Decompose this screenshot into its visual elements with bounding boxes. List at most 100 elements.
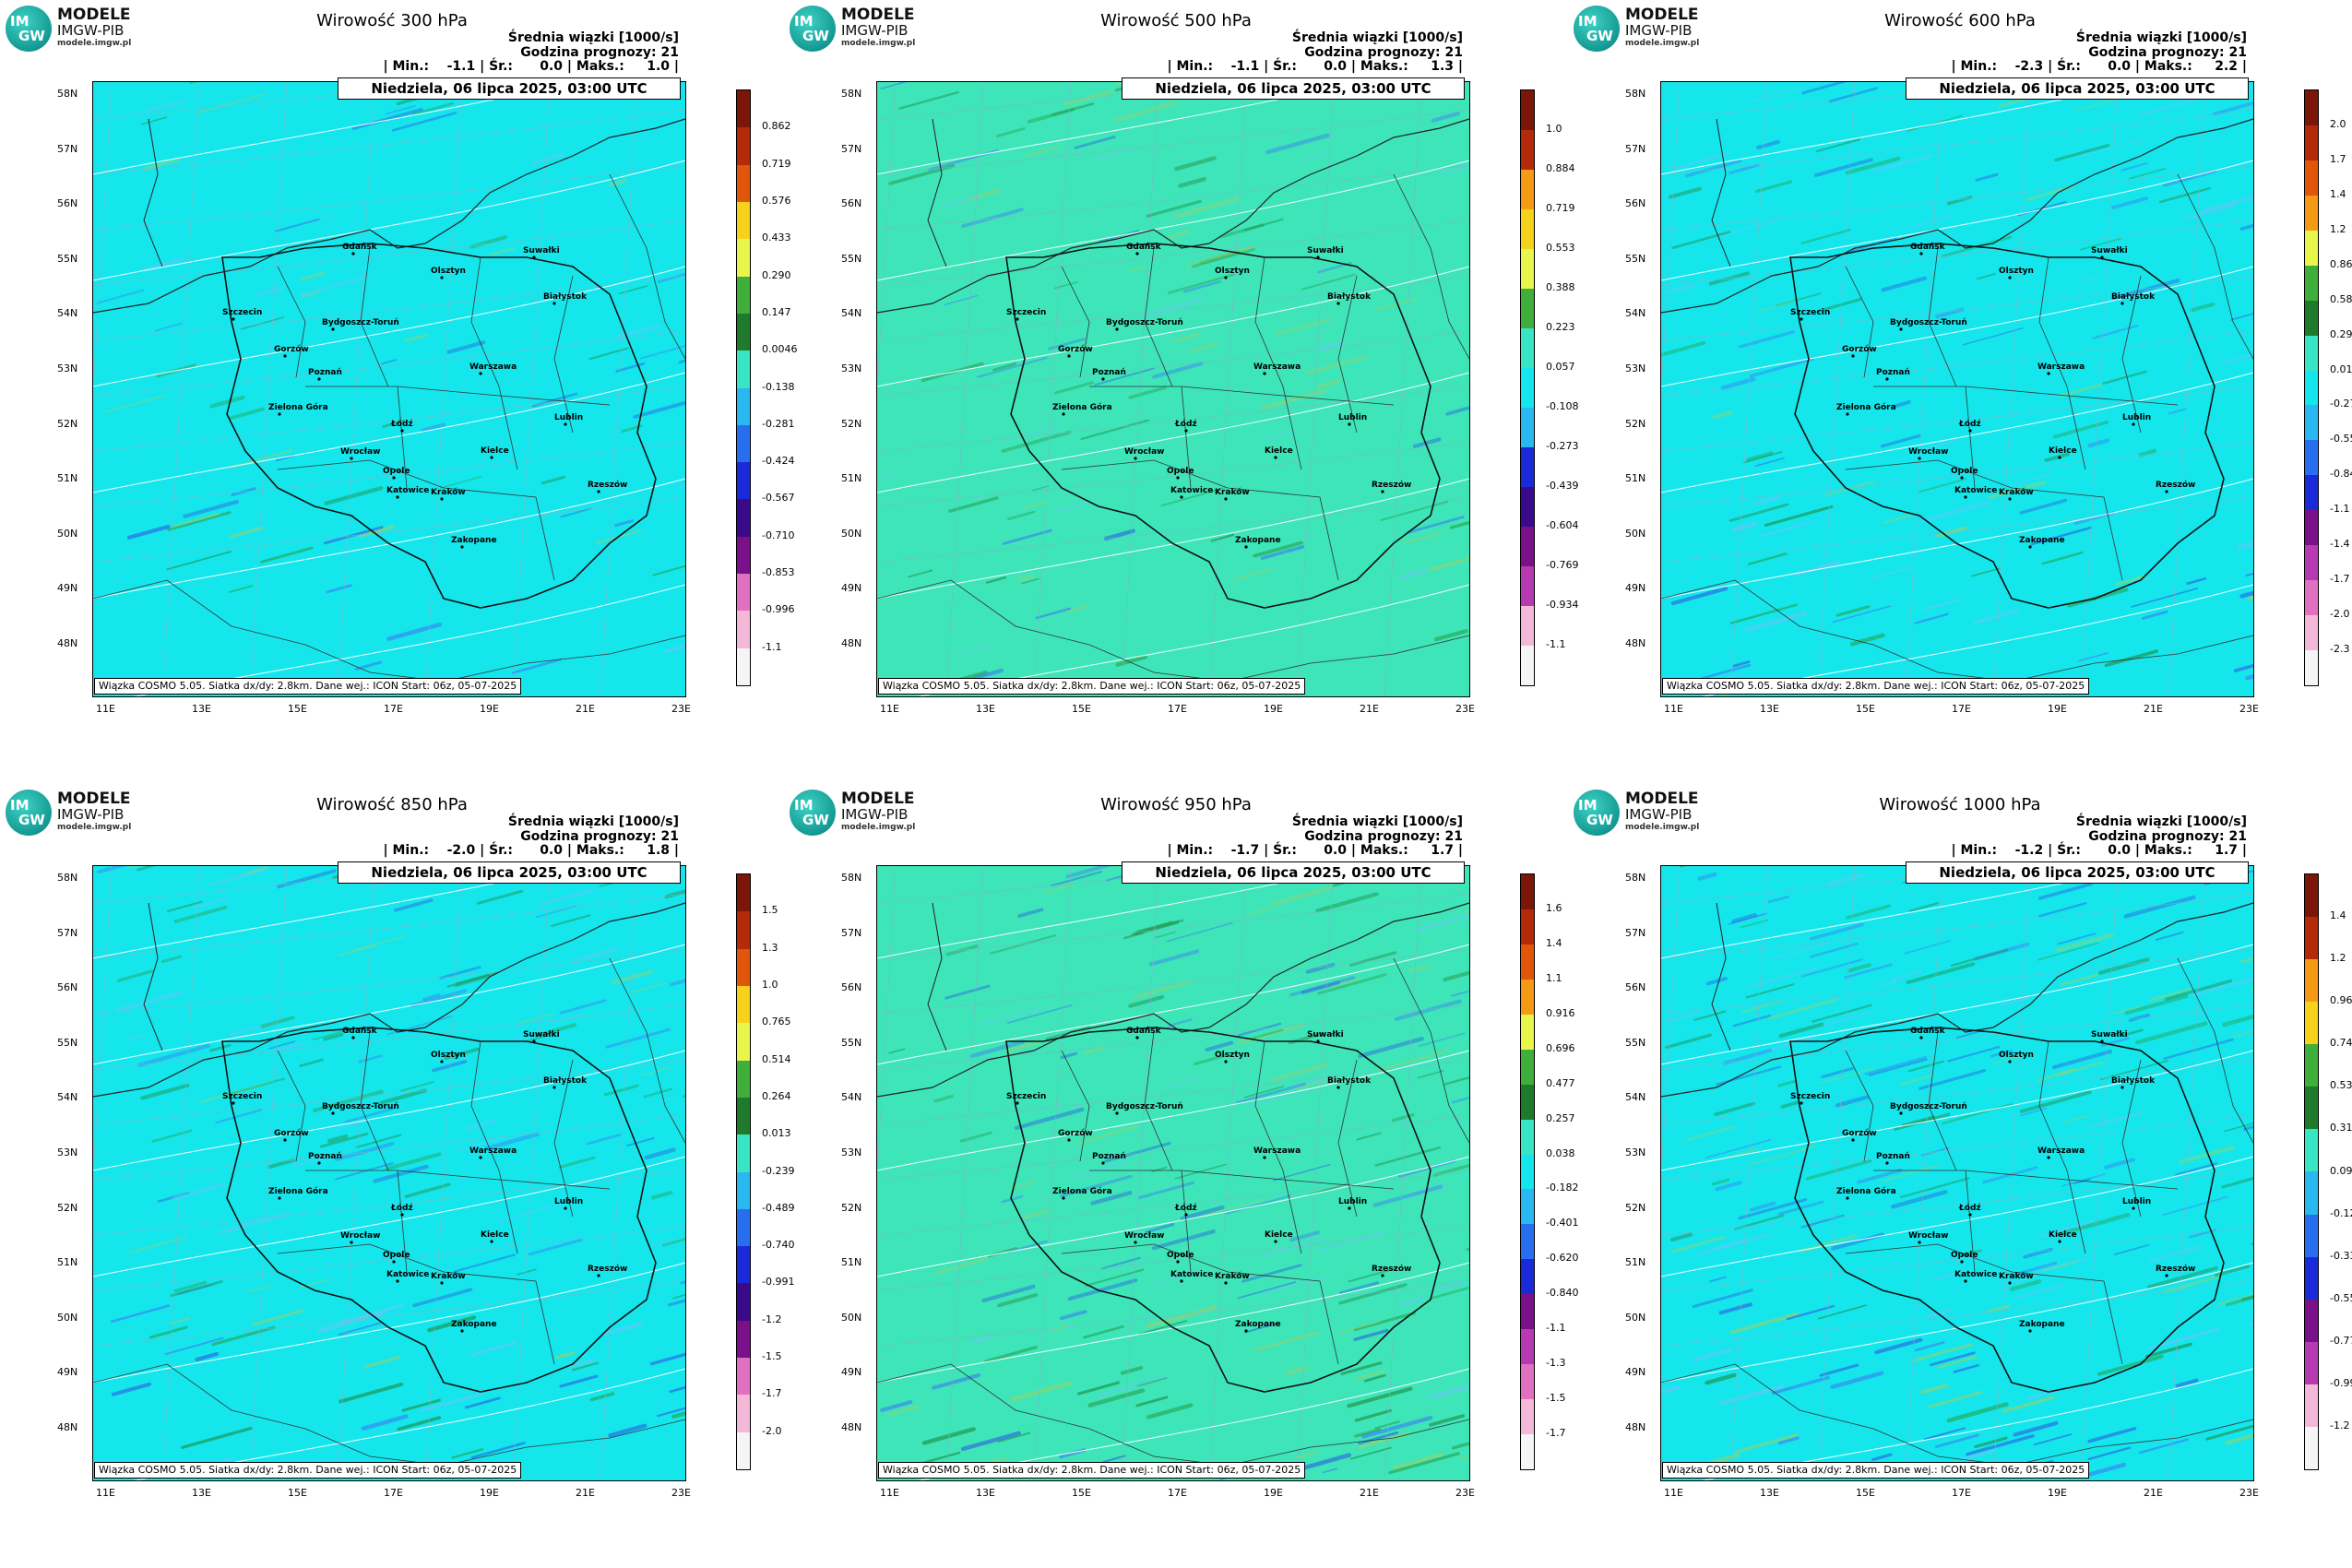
latitude-label: 56N <box>57 981 78 994</box>
imgw-badge-icon: IM GW <box>1574 6 1620 52</box>
city-label: Wrocław <box>1908 1231 1949 1241</box>
brand-url: modele.imgw.pl <box>57 39 132 48</box>
latitude-label: 55N <box>57 252 78 265</box>
city-label: Olsztyn <box>431 1051 466 1060</box>
latitude-label: 58N <box>841 88 862 100</box>
latitude-label: 54N <box>841 1091 862 1104</box>
city-label: Suwałki <box>523 1030 560 1039</box>
latitude-label: 58N <box>57 872 78 884</box>
latitude-label: 48N <box>57 637 78 649</box>
color-scale-label: -0.934 <box>1546 599 1579 611</box>
longitude-label: 23E <box>1455 1487 1475 1499</box>
longitude-label: 13E <box>192 1487 211 1499</box>
color-scale-segment <box>1521 130 1534 170</box>
brand-name: MODELE <box>841 6 915 24</box>
longitude-label: 17E <box>1168 703 1187 715</box>
info-box: Średnia wiązki [1000/s] Godzina prognozy… <box>1951 30 2247 75</box>
city-label: Wrocław <box>340 1231 381 1241</box>
latitude-label: 53N <box>1625 1146 1646 1158</box>
color-scale-label: 1.4 <box>2330 909 2346 922</box>
city-label: Bydgoszcz-Toruń <box>1890 318 1967 327</box>
color-scale-segment <box>737 1023 750 1061</box>
color-scale-label: 0.576 <box>762 194 791 207</box>
latitude-label: 56N <box>841 981 862 994</box>
city-label: Łódź <box>391 420 413 429</box>
city-label: Zakopane <box>1235 1320 1281 1329</box>
color-scale-label: 0.719 <box>762 157 791 170</box>
color-scale-label: 1.7 <box>2330 152 2346 165</box>
latitude-label: 57N <box>841 142 862 155</box>
imgw-badge-icon: IM GW <box>790 6 836 52</box>
color-scale-segment <box>2305 510 2318 546</box>
color-scale-label: -0.991 <box>762 1276 795 1289</box>
longitude-label: 19E <box>1264 703 1283 715</box>
color-scale-segment <box>2305 1087 2318 1130</box>
city-label: Opole <box>1951 467 1978 476</box>
city-label: Gorzów <box>1058 1129 1093 1138</box>
date-box: Niedziela, 06 lipca 2025, 03:00 UTC <box>338 861 681 884</box>
color-scale-segment <box>2305 1002 2318 1045</box>
panel-title: Wirowość 600 hPa <box>1884 11 2036 30</box>
color-scale-label: 0.866 <box>2330 257 2352 270</box>
color-scale-label: -0.122 <box>2330 1206 2352 1219</box>
color-scale-bar <box>1520 89 1535 686</box>
color-scale-segment <box>1521 1084 1534 1120</box>
color-scale-segment <box>737 985 750 1024</box>
longitude-label: 13E <box>1760 703 1779 715</box>
longitude-label: 17E <box>384 703 403 715</box>
badge-text-bottom: GW <box>802 28 829 44</box>
color-scale-bar <box>1520 873 1535 1470</box>
latitude-label: 56N <box>841 197 862 210</box>
color-scale-segment <box>1521 1329 1534 1365</box>
city-label: Katowice <box>1170 1270 1214 1279</box>
brand-name: MODELE <box>57 790 131 808</box>
city-label: Kraków <box>1999 1272 2034 1281</box>
color-scale-label: 0.916 <box>1546 1006 1575 1019</box>
color-scale-label: 0.314 <box>2330 1122 2352 1134</box>
imgw-badge-icon: IM GW <box>790 790 836 836</box>
color-scale-segment <box>1521 249 1534 289</box>
city-label: Kielce <box>2049 446 2077 456</box>
city-label: Gdańsk <box>1126 1027 1161 1036</box>
color-scale-segment <box>1521 1119 1534 1155</box>
color-scale-segment <box>1521 1224 1534 1260</box>
color-scale-segment <box>1521 527 1534 566</box>
longitude-label: 15E <box>288 703 307 715</box>
color-scale-label: -1.2 <box>2330 1419 2350 1431</box>
color-scale-label: -1.1 <box>2330 503 2350 516</box>
color-scale-label: -0.489 <box>762 1201 795 1214</box>
color-scale-segment <box>1521 90 1534 130</box>
color-scale-label: 0.862 <box>762 120 791 133</box>
color-scale-label: -1.7 <box>2330 573 2350 586</box>
latitude-label: 49N <box>1625 582 1646 595</box>
longitude-label: 23E <box>671 703 691 715</box>
latitude-label: 56N <box>1625 197 1646 210</box>
city-label: Gdańsk <box>1126 243 1161 252</box>
stats-line: | Min.: -2.3 | Śr.: 0.0 | Maks.: 2.2 | <box>1951 59 2247 74</box>
color-scale-label: 1.2 <box>2330 952 2346 965</box>
color-scale-label: -0.769 <box>1546 559 1579 571</box>
city-label: Białystok <box>543 292 588 302</box>
color-scale-segment <box>2305 1044 2318 1087</box>
color-scale-label: 0.0046 <box>762 343 798 356</box>
color-scale-segment <box>1521 1399 1534 1434</box>
color-scale-label: -0.557 <box>2330 1291 2352 1304</box>
city-label: Opole <box>1167 467 1194 476</box>
city-label: Warszawa <box>469 1146 517 1156</box>
city-label: Białystok <box>1327 292 1372 302</box>
city-label: Kielce <box>2049 1230 2077 1240</box>
color-scale-label: 0.296 <box>2330 327 2352 340</box>
color-scale-segment <box>737 1283 750 1321</box>
city-label: Suwałki <box>2091 246 2128 255</box>
city-label: Zielona Góra <box>268 403 328 412</box>
color-scale-label: -1.7 <box>762 1387 782 1400</box>
color-scale-segment <box>2305 90 2318 125</box>
color-scale-label: -0.439 <box>1546 480 1579 492</box>
info-box: Średnia wiązki [1000/s] Godzina prognozy… <box>1168 30 1463 75</box>
color-scale-segment <box>2305 1426 2318 1469</box>
vorticity-map: Gdańsk Olsztyn Suwałki Szczecin Bydgoszcz-To… <box>1660 81 2254 697</box>
city-label: Bydgoszcz-Toruń <box>322 318 399 327</box>
latitude-label: 51N <box>1625 1256 1646 1269</box>
color-scale-label: 0.264 <box>762 1089 791 1102</box>
color-scale-segment <box>737 874 750 912</box>
